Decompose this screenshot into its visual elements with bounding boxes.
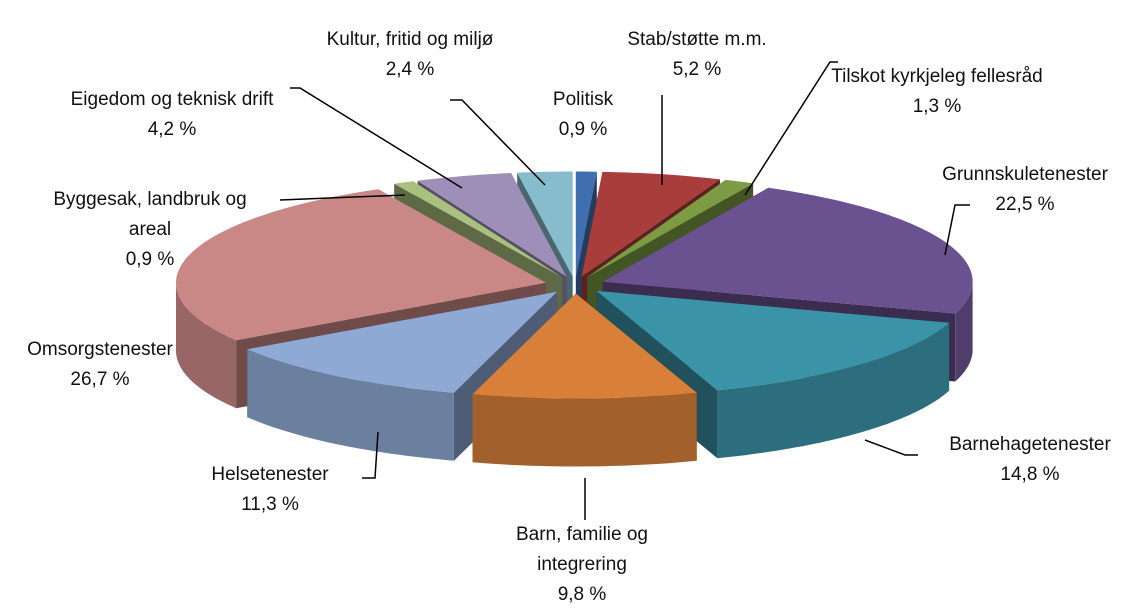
slice-value: 5,2 % [672,59,722,80]
slice-top [394,181,563,278]
slice-value: 26,7 % [70,369,130,390]
slice-name: Politisk [552,89,614,110]
leader-line [279,194,406,201]
slice-name: Tilskot kyrkjeleg fellesråd [831,66,1043,87]
slice-name: Byggesak, landbruk og areal [53,189,247,240]
slice-label: Eigedom og teknisk drift 4,2 % [52,85,292,145]
slice-side [472,392,697,467]
slice-value: 9,8 % [557,584,607,605]
slice-side [717,322,950,459]
slice-value: 2,4 % [385,59,435,80]
slice-label: Tilskot kyrkjeleg fellesråd 1,3 % [817,62,1057,122]
slice-name: Grunnskuletenester [942,164,1108,185]
slice-top [575,171,597,277]
slice-label: Byggesak, landbruk og areal 0,9 % [50,185,250,275]
slice-name: Barn, familie og integrering [515,524,648,575]
slice-value: 14,8 % [1000,464,1060,485]
slice-label: Barnehagetenester 14,8 % [920,430,1140,490]
slice-name: Helsetenester [211,464,329,485]
slice-top [596,290,950,391]
leader-line [944,204,970,256]
slice-label: Omsorgstenester 26,7 % [0,335,200,395]
slice-name: Omsorgstenester [27,339,173,360]
slice-name: Stab/støtte m.m. [627,29,767,50]
slice-label: Grunnskuletenester 22,5 % [925,160,1125,220]
slice-side [247,349,454,461]
slice-name: Barnehagetenester [949,434,1111,455]
slice [472,293,697,467]
leader-line [362,431,379,479]
slice-top [517,171,573,277]
slice-top [587,179,754,278]
slice-top [602,187,973,314]
slice-top [247,291,558,393]
slice-label: Kultur, fritid og miljø 2,4 % [315,25,505,85]
slice-label: Helsetenester 11,3 % [170,460,370,520]
leader-line [744,61,838,196]
slice-top [417,173,567,277]
slice-value: 11,3 % [241,494,299,515]
slice-label: Barn, familie og integrering 9,8 % [487,520,677,608]
slice-top [472,293,697,399]
slice-value: 0,9 % [558,119,608,140]
slice-label: Politisk 0,9 % [523,85,643,145]
slice-value: 4,2 % [147,119,197,140]
leader-line [864,439,918,456]
slice-label: Stab/støtte m.m. 5,2 % [587,25,807,85]
slice-name: Kultur, fritid og miljø [326,29,494,50]
leader-line [450,99,546,186]
slice-name: Eigedom og teknisk drift [70,89,274,110]
slice [596,290,950,459]
slice-side [176,282,237,409]
slice-value: 1,3 % [912,96,962,117]
slice-value: 0,9 % [125,249,175,270]
slice-side [955,281,973,382]
leader-line [290,87,463,189]
slice-top [581,171,720,277]
slice-top [176,189,546,341]
slice-value: 22,5 % [995,194,1055,215]
